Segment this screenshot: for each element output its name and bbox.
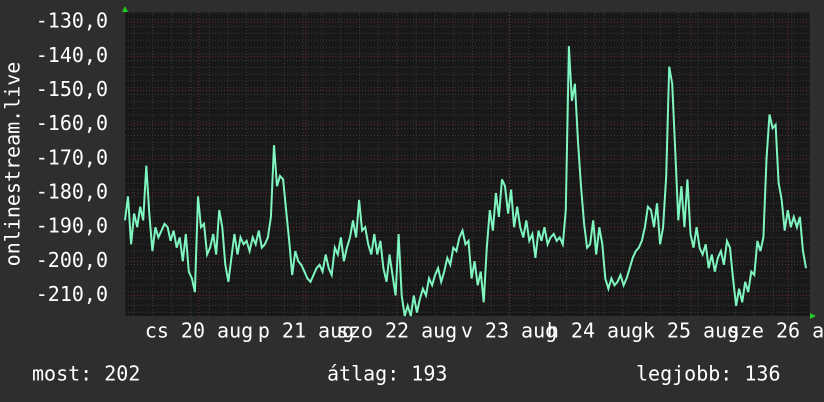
y-tick-label: -130,0 (36, 9, 108, 33)
y-tick-label: -140,0 (36, 43, 108, 67)
y-tick-label: -210,0 (36, 282, 108, 306)
y-tick-label: -180,0 (36, 180, 108, 204)
y-tick-label: -190,0 (36, 214, 108, 238)
x-tick-label: sze 26 aug (728, 319, 824, 343)
y-tick-label: -150,0 (36, 77, 108, 101)
footer-best: legjobb: 136 (636, 362, 781, 386)
x-tick-label: p 21 aug (258, 319, 354, 343)
y-tick-label: -170,0 (36, 145, 108, 169)
x-arrow (810, 313, 816, 319)
y-tick-label: -160,0 (36, 111, 108, 135)
x-tick-label: h 24 aug (547, 319, 643, 343)
x-tick-label: cs 20 aug (145, 319, 253, 343)
footer-current: most: 202 (32, 362, 140, 386)
minor-grid (125, 12, 810, 316)
plot-area (125, 12, 810, 316)
x-tick-label: v 23 aug (461, 319, 557, 343)
x-tick-label: k 25 aug (643, 319, 739, 343)
y-axis-label: onlinestream.live (1, 62, 25, 267)
y-arrow (122, 6, 128, 12)
data-line (124, 46, 807, 317)
x-tick-label: szo 22 aug (337, 319, 457, 343)
y-tick-label: -200,0 (36, 248, 108, 272)
footer-average: átlag: 193 (327, 362, 447, 386)
